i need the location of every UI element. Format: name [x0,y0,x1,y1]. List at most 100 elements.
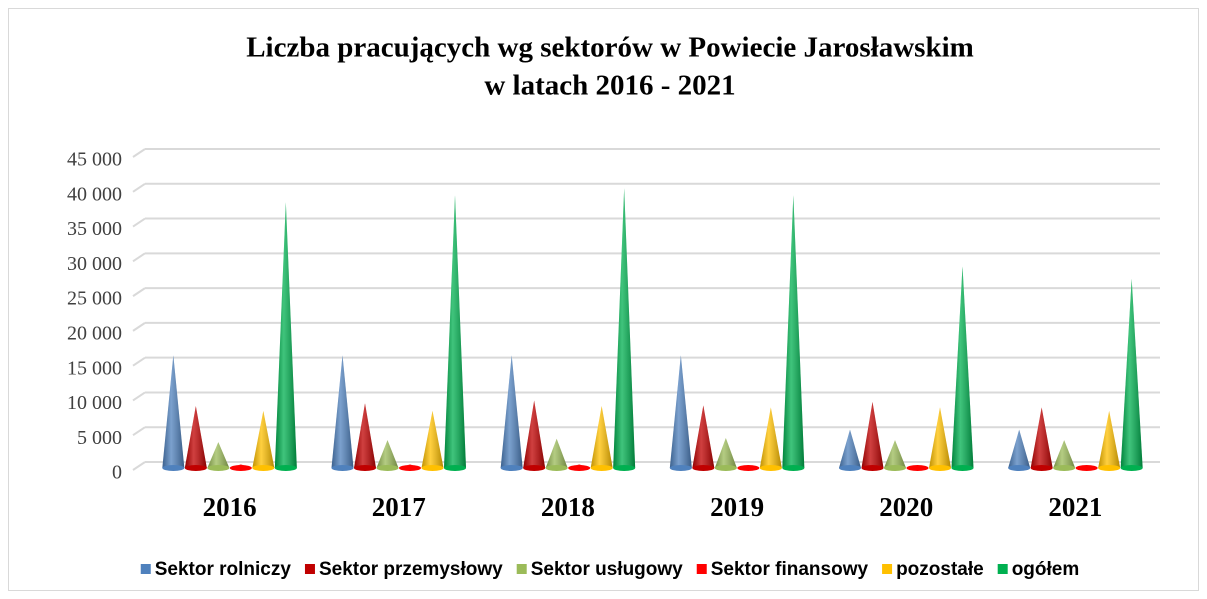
cone-base [929,465,951,471]
grid-line-3d [132,182,146,193]
y-tick-label: 10 000 [67,392,122,414]
cone-shade [929,407,951,468]
cone-base [861,465,884,471]
grid-line-3d [132,391,146,402]
cone-shade [613,188,636,469]
legend-swatch [997,564,1008,574]
cone-shade [162,355,185,468]
y-tick-label: 35 000 [67,218,122,240]
cone-base [1030,465,1053,471]
cone-base [229,465,252,471]
x-tick-label: 2018 [541,492,595,522]
cone-base [951,465,974,471]
cone-shade [252,410,275,468]
cone-base [839,465,861,471]
grid-line-3d [132,461,146,471]
cone-base [1008,465,1031,471]
legend-swatch [516,564,527,574]
cone-shade [692,405,715,468]
cone-shade [1053,440,1076,468]
y-tick-label: 45 000 [67,149,122,171]
legend-label: Sektor rolniczy [155,559,292,580]
cone-base [590,465,613,471]
grid-line-3d [132,426,146,437]
cone-base [252,465,275,471]
cone-base [331,465,354,471]
y-tick-label: 40 000 [67,183,122,205]
cone-base [613,465,636,471]
cone-base [354,465,376,471]
y-tick-label: 0 [112,462,122,484]
cone-shade [714,438,737,468]
chart-title: w latach 2016 - 2021 [484,70,735,102]
y-tick-label: 5 000 [77,427,122,449]
cone-shade [1030,407,1053,468]
grid-line-3d [132,356,146,367]
cone-base [1098,465,1121,471]
cone-base [1075,465,1098,471]
cone-shade [782,195,805,468]
x-tick-label: 2017 [372,492,426,522]
cone-shade [861,401,884,468]
cone-shade [884,440,906,468]
legend-swatch [304,564,315,574]
cone-shade [444,195,466,468]
cone-shade [1098,410,1121,468]
cone-shade [951,266,974,468]
legend-label: Sektor usługowy [531,559,683,580]
cone-base [444,465,466,471]
cone-base [906,465,929,471]
grid-line-3d [132,322,146,332]
cone-shade [421,410,444,468]
cone-shade [331,355,354,468]
cone-base [162,465,185,471]
legend-label: ogółem [1012,559,1080,580]
cone-shade [376,440,399,468]
cone-base [500,465,523,471]
y-tick-label: 25 000 [67,288,122,310]
cone-base [545,465,568,471]
cone-shade [1008,429,1031,468]
x-tick-label: 2019 [710,492,764,522]
chart-border [8,8,1199,591]
cone-shade [523,400,546,468]
cone-base [737,465,760,471]
grid-line-3d [132,287,146,297]
x-tick-label: 2016 [203,492,257,522]
legend-swatch [882,564,893,574]
cone-base [669,465,692,471]
grid-line-3d [132,252,146,263]
legend-label: Sektor finansowy [711,559,869,580]
cone-shade [354,403,376,468]
cone-base [714,465,737,471]
x-tick-label: 2021 [1048,492,1102,522]
legend-label: Sektor przemysłowy [319,559,503,580]
cone-base [782,465,805,471]
cone-shade [590,406,613,468]
legend-label: pozostałe [896,559,984,580]
grid-line-3d [132,148,146,158]
cone-shade [500,355,523,468]
y-tick-label: 15 000 [67,357,122,379]
grid-line-3d [132,217,146,228]
cone-shade [207,442,230,468]
cone-base [1120,465,1143,471]
chart-title: Liczba pracujących wg sektorów w Powieci… [246,32,974,64]
cone-base [376,465,399,471]
cone-shade [759,407,782,468]
y-tick-label: 20 000 [67,322,122,344]
x-tick-label: 2020 [879,492,933,522]
cone-base [1053,465,1076,471]
cone-base [884,465,906,471]
cone-base [399,465,421,471]
cone-base [523,465,546,471]
cone-base [421,465,444,471]
cone-base [274,465,297,471]
y-tick-label: 30 000 [67,253,122,275]
cone-base [692,465,715,471]
cone-shade [545,438,568,468]
legend-swatch [140,564,151,574]
cone-base [568,465,591,471]
legend-swatch [696,564,707,574]
